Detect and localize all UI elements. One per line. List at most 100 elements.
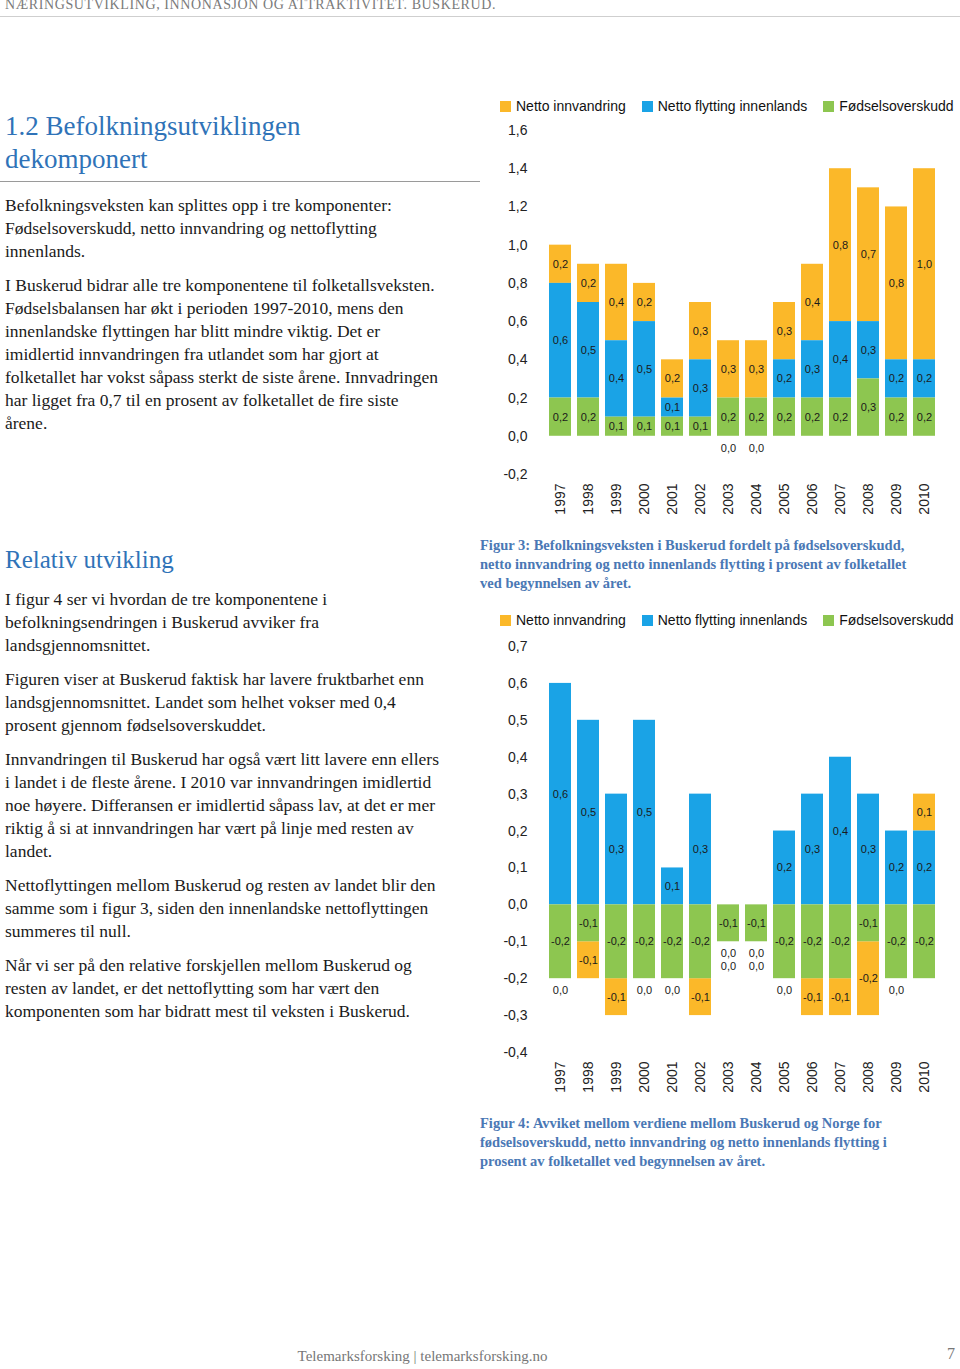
svg-text:2002: 2002: [692, 1061, 708, 1092]
svg-text:0,0: 0,0: [749, 947, 764, 959]
svg-text:0,2: 0,2: [581, 277, 596, 289]
svg-text:0,1: 0,1: [693, 420, 708, 432]
svg-text:-0,4: -0,4: [503, 1044, 527, 1060]
svg-text:0,8: 0,8: [508, 275, 528, 291]
svg-text:2005: 2005: [776, 483, 792, 514]
svg-text:1998: 1998: [580, 1061, 596, 1092]
svg-text:-0,3: -0,3: [503, 1007, 527, 1023]
svg-text:0,1: 0,1: [665, 401, 680, 413]
svg-text:-0,1: -0,1: [719, 917, 738, 929]
svg-text:-0,2: -0,2: [503, 466, 527, 482]
svg-text:0,1: 0,1: [609, 420, 624, 432]
svg-text:0,2: 0,2: [917, 372, 932, 384]
svg-text:-0,2: -0,2: [859, 972, 878, 984]
svg-text:0,2: 0,2: [553, 258, 568, 270]
svg-text:0,8: 0,8: [889, 277, 904, 289]
svg-text:0,8: 0,8: [833, 239, 848, 251]
svg-text:0,2: 0,2: [777, 861, 792, 873]
svg-text:0,4: 0,4: [609, 372, 624, 384]
svg-text:0,7: 0,7: [861, 248, 876, 260]
svg-text:-0,1: -0,1: [503, 933, 527, 949]
svg-text:0,3: 0,3: [749, 363, 764, 375]
svg-text:1,2: 1,2: [508, 198, 528, 214]
svg-text:0,2: 0,2: [637, 296, 652, 308]
svg-text:0,2: 0,2: [777, 411, 792, 423]
svg-text:-0,2: -0,2: [635, 935, 654, 947]
svg-text:2008: 2008: [860, 483, 876, 514]
svg-text:0,1: 0,1: [637, 420, 652, 432]
svg-text:-0,2: -0,2: [551, 935, 570, 947]
svg-text:2006: 2006: [804, 483, 820, 514]
svg-text:0,0: 0,0: [721, 442, 736, 454]
svg-text:-0,2: -0,2: [775, 935, 794, 947]
svg-text:2005: 2005: [776, 1061, 792, 1092]
svg-text:-0,2: -0,2: [887, 935, 906, 947]
svg-text:0,0: 0,0: [637, 984, 652, 996]
svg-text:0,6: 0,6: [508, 675, 528, 691]
svg-text:0,0: 0,0: [665, 984, 680, 996]
svg-text:0,4: 0,4: [833, 825, 848, 837]
svg-text:1997: 1997: [552, 483, 568, 514]
svg-text:2004: 2004: [748, 483, 764, 514]
svg-text:0,2: 0,2: [749, 411, 764, 423]
svg-text:0,2: 0,2: [889, 861, 904, 873]
svg-text:-0,1: -0,1: [859, 917, 878, 929]
svg-text:0,2: 0,2: [777, 372, 792, 384]
svg-text:-0,1: -0,1: [747, 917, 766, 929]
svg-text:0,5: 0,5: [637, 363, 652, 375]
svg-text:2000: 2000: [636, 1061, 652, 1092]
svg-text:0,0: 0,0: [508, 896, 528, 912]
svg-text:0,1: 0,1: [665, 420, 680, 432]
svg-text:0,2: 0,2: [508, 390, 528, 406]
svg-text:0,4: 0,4: [805, 296, 820, 308]
svg-text:0,5: 0,5: [581, 806, 596, 818]
svg-text:1,0: 1,0: [508, 237, 528, 253]
svg-text:0,0: 0,0: [721, 947, 736, 959]
svg-text:0,1: 0,1: [917, 806, 932, 818]
svg-text:0,1: 0,1: [665, 880, 680, 892]
svg-text:-0,2: -0,2: [691, 935, 710, 947]
svg-text:1997: 1997: [552, 1061, 568, 1092]
svg-text:2004: 2004: [748, 1061, 764, 1092]
svg-text:0,0: 0,0: [508, 428, 528, 444]
svg-text:0,3: 0,3: [861, 344, 876, 356]
svg-text:0,2: 0,2: [917, 411, 932, 423]
svg-text:0,2: 0,2: [553, 411, 568, 423]
svg-text:-0,2: -0,2: [915, 935, 934, 947]
svg-text:1999: 1999: [608, 483, 624, 514]
svg-text:2009: 2009: [888, 1061, 904, 1092]
svg-text:-0,1: -0,1: [579, 954, 598, 966]
svg-text:-0,2: -0,2: [607, 935, 626, 947]
svg-text:0,2: 0,2: [721, 411, 736, 423]
svg-text:0,3: 0,3: [508, 786, 528, 802]
svg-text:2007: 2007: [832, 1061, 848, 1092]
svg-text:2000: 2000: [636, 483, 652, 514]
svg-text:0,3: 0,3: [861, 843, 876, 855]
svg-text:-0,1: -0,1: [607, 991, 626, 1003]
svg-text:0,2: 0,2: [665, 372, 680, 384]
svg-text:0,0: 0,0: [553, 984, 568, 996]
svg-text:-0,2: -0,2: [663, 935, 682, 947]
svg-text:2006: 2006: [804, 1061, 820, 1092]
svg-text:1,0: 1,0: [917, 258, 932, 270]
svg-text:0,0: 0,0: [777, 984, 792, 996]
svg-text:0,1: 0,1: [508, 859, 528, 875]
svg-text:2003: 2003: [720, 483, 736, 514]
svg-text:0,2: 0,2: [889, 372, 904, 384]
svg-text:2010: 2010: [916, 1061, 932, 1092]
svg-text:0,3: 0,3: [805, 843, 820, 855]
svg-text:1,6: 1,6: [508, 122, 528, 138]
svg-text:1998: 1998: [580, 483, 596, 514]
svg-text:0,3: 0,3: [609, 843, 624, 855]
svg-text:0,3: 0,3: [693, 382, 708, 394]
svg-text:2009: 2009: [888, 483, 904, 514]
svg-text:0,0: 0,0: [889, 984, 904, 996]
svg-text:-0,2: -0,2: [831, 935, 850, 947]
svg-text:0,6: 0,6: [553, 334, 568, 346]
svg-text:0,6: 0,6: [508, 313, 528, 329]
svg-text:1,4: 1,4: [508, 160, 528, 176]
svg-text:0,7: 0,7: [508, 638, 528, 654]
svg-text:-0,2: -0,2: [503, 970, 527, 986]
svg-text:2001: 2001: [664, 483, 680, 514]
svg-text:0,0: 0,0: [749, 442, 764, 454]
